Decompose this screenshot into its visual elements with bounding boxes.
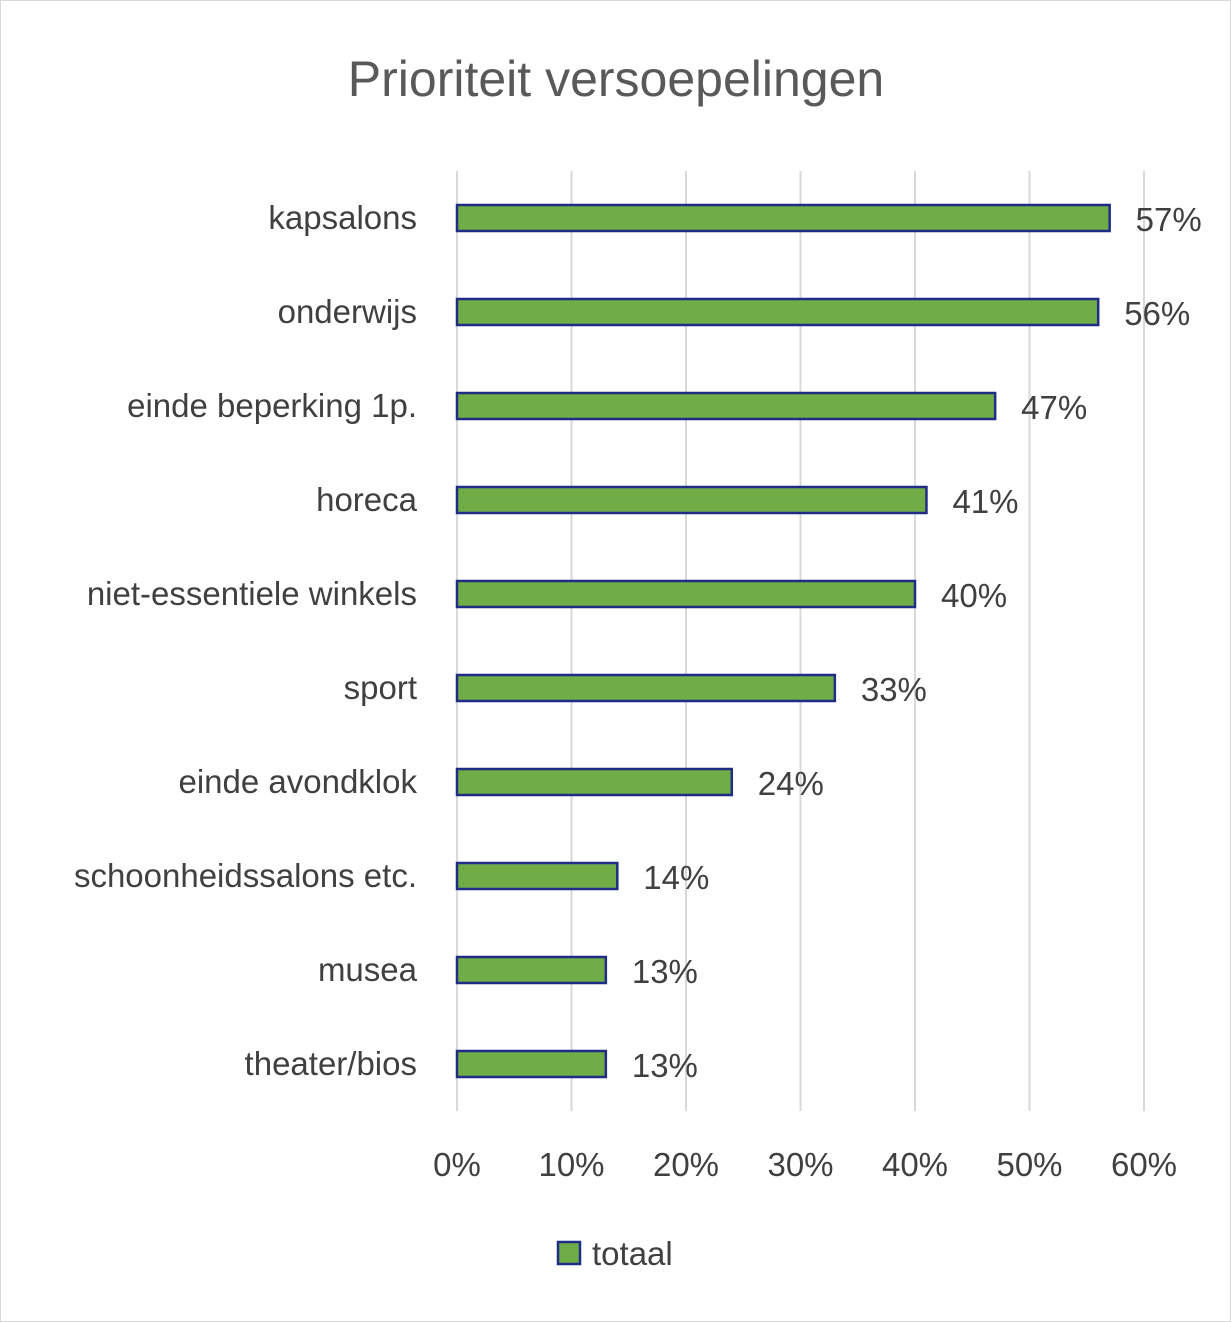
category-label: theater/bios <box>245 1045 417 1082</box>
data-label: 13% <box>632 953 698 990</box>
data-label: 47% <box>1021 389 1087 426</box>
legend: totaal <box>556 1235 673 1272</box>
category-label: musea <box>318 951 418 988</box>
category-label: schoonheidssalons etc. <box>74 857 417 894</box>
category-label: einde avondklok <box>178 763 417 800</box>
category-label: sport <box>344 669 417 706</box>
bar <box>455 673 837 703</box>
chart-title: Prioriteit versoepelingen <box>348 51 884 107</box>
x-tick-label: 10% <box>538 1146 604 1183</box>
data-labels: 57% 56% 47% 41% 40% 33% 24% 14% 13% 13% <box>632 201 1202 1084</box>
category-label: horeca <box>316 481 418 518</box>
x-tick-label: 20% <box>653 1146 719 1183</box>
bar <box>455 391 997 421</box>
bar <box>455 203 1111 233</box>
category-label: einde beperking 1p. <box>127 387 417 424</box>
legend-swatch-totaal <box>556 1240 582 1266</box>
bars <box>455 203 1111 1079</box>
x-tick-labels: 0% 10% 20% 30% 40% 50% 60% <box>433 1146 1177 1183</box>
data-label: 14% <box>643 859 709 896</box>
category-label: onderwijs <box>278 293 417 330</box>
bar <box>455 485 928 515</box>
bar <box>455 297 1100 327</box>
category-label: niet-essentiele winkels <box>87 575 417 612</box>
data-label: 41% <box>952 483 1018 520</box>
x-tick-label: 0% <box>433 1146 481 1183</box>
category-labels: kapsalons onderwijs einde beperking 1p. hor… <box>74 199 418 1082</box>
data-label: 33% <box>861 671 927 708</box>
data-label: 24% <box>758 765 824 802</box>
x-tick-label: 30% <box>767 1146 833 1183</box>
gridlines <box>456 171 1145 1111</box>
data-label: 57% <box>1136 201 1202 238</box>
legend-label-totaal: totaal <box>592 1235 673 1272</box>
bar <box>455 767 734 797</box>
data-label: 56% <box>1124 295 1190 332</box>
data-label: 40% <box>941 577 1007 614</box>
x-tick-label: 40% <box>882 1146 948 1183</box>
category-label: kapsalons <box>268 199 417 236</box>
data-label: 13% <box>632 1047 698 1084</box>
bar <box>455 955 608 985</box>
x-tick-label: 60% <box>1111 1146 1177 1183</box>
x-tick-label: 50% <box>996 1146 1062 1183</box>
bar <box>455 579 917 609</box>
bar <box>455 1049 608 1079</box>
bar <box>455 861 619 891</box>
